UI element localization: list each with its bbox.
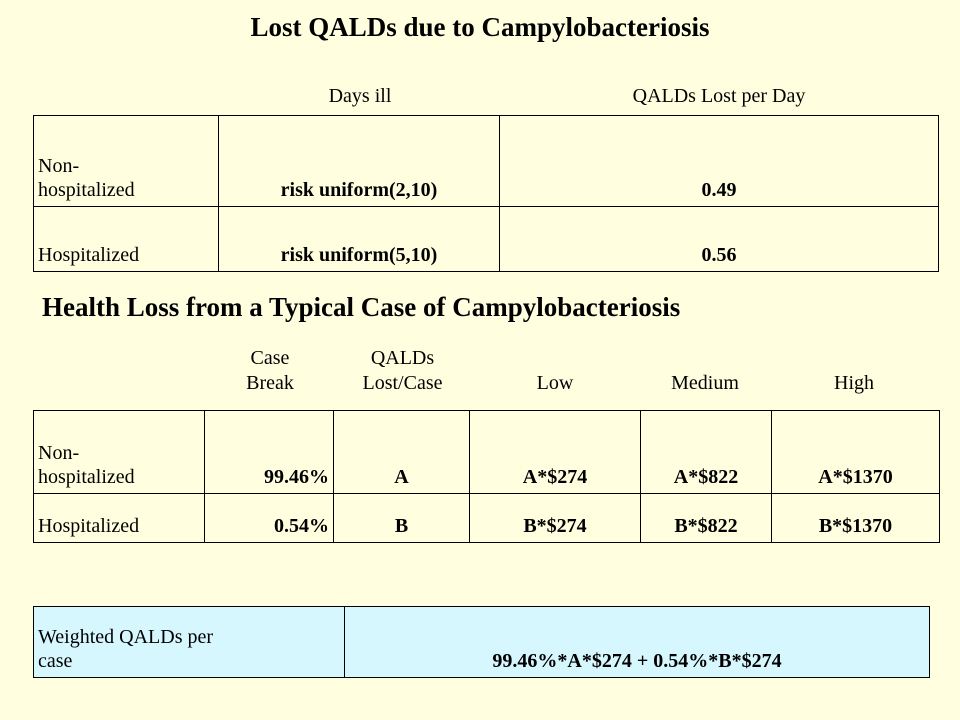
health-loss-table: Non- hospitalized 99.46% A A*$274 A*$822…	[33, 410, 940, 543]
table-row: Hospitalized 0.54% B B*$274 B*$822 B*$13…	[33, 493, 940, 543]
days-ill-cell: risk uniform(5,10)	[218, 206, 500, 272]
header-low: Low	[536, 372, 574, 394]
header-medium: Medium	[671, 372, 739, 394]
header-case-break: Case Break	[246, 347, 294, 394]
medium-cell: B*$822	[640, 493, 772, 543]
header-qalds-lost-case: QALDs Lost/Case	[362, 347, 443, 394]
qalds-per-day-cell: 0.56	[499, 206, 939, 272]
weighted-qalds-table: Weighted QALDs per case 99.46%*A*$274 + …	[33, 606, 930, 678]
high-cell: B*$1370	[771, 493, 940, 543]
page-title: Lost QALDs due to Campylobacteriosis	[250, 12, 710, 42]
qalds-per-day-cell: 0.49	[499, 115, 939, 207]
table-row: Non- hospitalized 99.46% A A*$274 A*$822…	[33, 410, 940, 494]
table-row: Hospitalized risk uniform(5,10) 0.56	[33, 206, 939, 272]
case-break-cell: 0.54%	[204, 493, 334, 543]
header-high: High	[834, 372, 874, 394]
high-cell: A*$1370	[771, 410, 940, 494]
weighted-qalds-label: Weighted QALDs per case	[33, 606, 345, 678]
case-break-cell: 99.46%	[204, 410, 334, 494]
low-cell: A*$274	[469, 410, 641, 494]
days-ill-table: Non- hospitalized risk uniform(2,10) 0.4…	[33, 115, 939, 272]
qalds-lost-case-cell: A	[333, 410, 470, 494]
medium-cell: A*$822	[640, 410, 772, 494]
weighted-qalds-formula: 99.46%*A*$274 + 0.54%*B*$274	[344, 606, 930, 678]
row-label-non-hospitalized: Non- hospitalized	[33, 410, 205, 494]
row-label-hospitalized: Hospitalized	[33, 206, 219, 272]
days-ill-cell: risk uniform(2,10)	[218, 115, 500, 207]
row-label-non-hospitalized: Non- hospitalized	[33, 115, 219, 207]
row-label-hospitalized: Hospitalized	[33, 493, 205, 543]
header-qalds-lost-per-day: QALDs Lost per Day	[632, 85, 806, 107]
qalds-lost-case-cell: B	[333, 493, 470, 543]
low-cell: B*$274	[469, 493, 641, 543]
header-days-ill: Days ill	[328, 85, 392, 107]
table-row: Weighted QALDs per case 99.46%*A*$274 + …	[33, 606, 930, 678]
section-title: Health Loss from a Typical Case of Campy…	[42, 292, 681, 322]
table-row: Non- hospitalized risk uniform(2,10) 0.4…	[33, 115, 939, 207]
